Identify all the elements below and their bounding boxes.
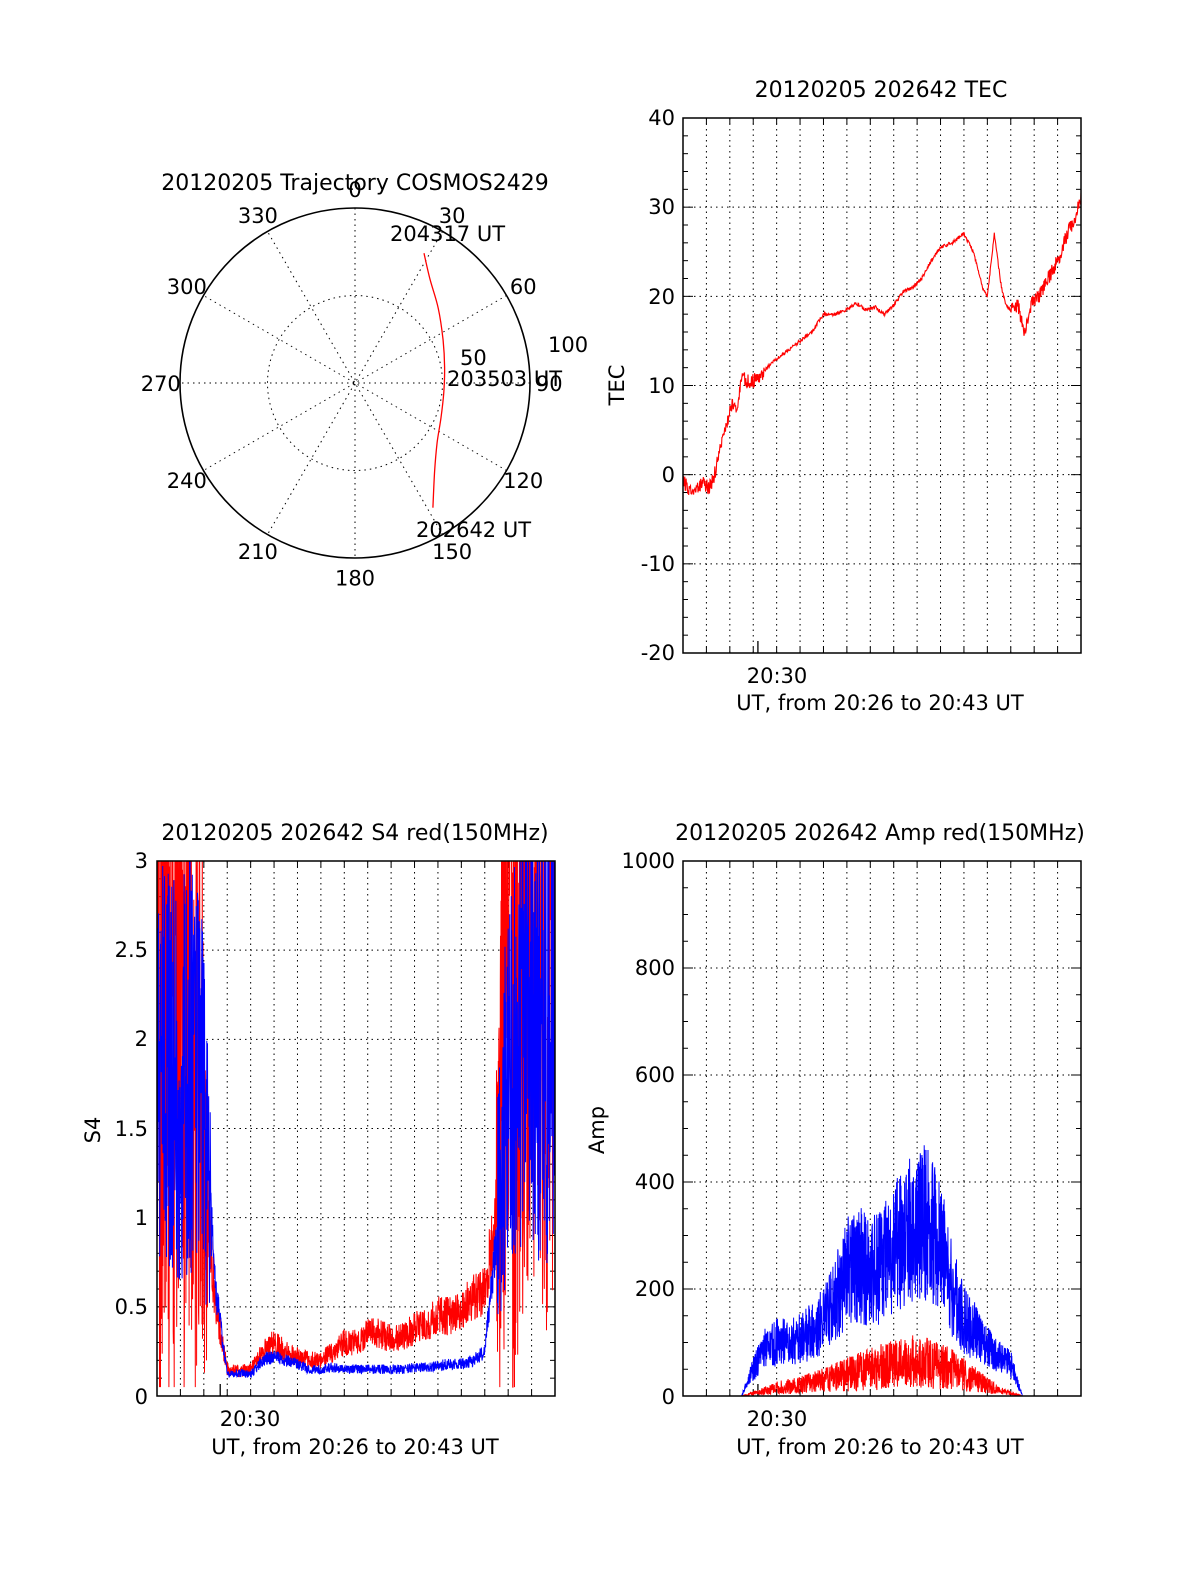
amp-series: [683, 1145, 1081, 1396]
series-line-red: [683, 1335, 1081, 1396]
tec-xlabel: UT, from 20:26 to 20:43 UT: [736, 691, 1024, 715]
polar-angle-label: 240: [167, 469, 207, 493]
trajectory-line: [423, 253, 446, 508]
polar-angle-label: 150: [432, 540, 472, 564]
s4-xtick-label: 20:30: [220, 1407, 281, 1431]
amp-plot-frame: [682, 860, 1082, 1397]
tec-panel: 20120205 202642 TEC 40 30 20 10 0 -10 -2…: [605, 78, 1082, 715]
tec-title: 20120205 202642 TEC: [755, 78, 1008, 103]
polar-angle-label: 180: [335, 566, 375, 590]
tec-plot-frame: [682, 117, 1082, 654]
amp-xtick-label: 20:30: [747, 1407, 808, 1431]
polar-angle-label: 210: [238, 540, 278, 564]
tec-ytick-label: -20: [641, 641, 675, 665]
polar-angle-labels: 0 30 60 90 120 150 180 210 240 270 300 330: [141, 178, 563, 591]
trajectory-polar-plot: 20120205 Trajectory COSMOS2429 0 30 60 90 12…: [141, 171, 588, 590]
panel-tec-clip-group: [683, 192, 1081, 496]
tec-ytick-label: 30: [648, 195, 675, 219]
s4-title: 20120205 202642 S4 red(150MHz): [161, 821, 548, 846]
s4-ytick-label: 3: [135, 849, 148, 873]
polar-angle-label: 30: [439, 204, 466, 228]
s4-ytick-label: 1.5: [115, 1117, 148, 1141]
s4-ytick-label: 2.5: [115, 938, 148, 962]
amp-ytick-label: 200: [635, 1277, 675, 1301]
tec-ytick-label: 10: [648, 374, 675, 398]
tec-ytick-label: 40: [648, 106, 675, 130]
amp-xlabel: UT, from 20:26 to 20:43 UT: [736, 1435, 1024, 1459]
polar-angle-label: 0: [348, 178, 361, 202]
tec-xtick-label: 20:30: [747, 664, 808, 688]
annotation-mid-time: 203503 UT: [447, 367, 562, 391]
polar-spoke: [267, 231, 443, 535]
amp-ytick-label: 600: [635, 1063, 675, 1087]
amp-ytick-label: 0: [662, 1385, 675, 1409]
amp-ylabel: Amp: [585, 1106, 609, 1154]
s4-ytick-label: 1: [135, 1206, 148, 1230]
polar-angle-label: 330: [238, 204, 278, 228]
polar-spoke: [267, 231, 443, 535]
annotation-end-time: 204317 UT: [390, 222, 505, 246]
polar-title: 20120205 Trajectory COSMOS2429: [161, 171, 548, 196]
tec-ytick-label: 20: [648, 285, 675, 309]
amp-ytick-label: 1000: [622, 849, 675, 873]
amp-ytick-label: 800: [635, 956, 675, 980]
tec-ylabel: TEC: [605, 365, 629, 407]
s4-ylabel: S4: [81, 1117, 105, 1144]
annotation-start-time: 202642 UT: [416, 518, 531, 542]
s4-ytick-label: 0: [135, 1385, 148, 1409]
s4-series: [157, 861, 555, 1388]
polar-spoke: [203, 295, 507, 471]
polar-spoke: [203, 295, 507, 471]
polar-angle-label: 90: [536, 372, 563, 396]
series-line-blue: [157, 861, 555, 1379]
s4-plot-frame: [156, 860, 556, 1397]
polar-radial-label-100: 100: [548, 333, 588, 357]
tec-series: [683, 192, 1081, 496]
panel-s4-clip-group: [157, 861, 555, 1388]
amp-panel: 20120205 202642 Amp red(150MHz) 1000 800…: [585, 821, 1085, 1459]
amp-title: 20120205 202642 Amp red(150MHz): [675, 821, 1085, 846]
tec-ytick-label: -10: [641, 552, 675, 576]
tec-ytick-label: 0: [662, 463, 675, 487]
polar-angle-label: 60: [510, 275, 537, 299]
series-line-blue: [683, 1145, 1081, 1396]
polar-spokes: [180, 208, 530, 558]
polar-inner-circle: [267, 295, 443, 471]
s4-xlabel: UT, from 20:26 to 20:43 UT: [211, 1435, 499, 1459]
polar-radial-label-50: 50: [460, 346, 487, 370]
polar-angle-label: 120: [503, 469, 543, 493]
series-line-red: [683, 192, 1081, 496]
s4-ytick-label: 2: [135, 1027, 148, 1051]
amp-ytick-label: 400: [635, 1170, 675, 1194]
s4-ytick-label: 0.5: [115, 1295, 148, 1319]
panel-amp-clip-group: [683, 1145, 1081, 1396]
polar-angle-label: 300: [167, 275, 207, 299]
polar-angle-label: 270: [141, 372, 181, 396]
s4-panel: 20120205 202642 S4 red(150MHz) 3 2.5 2 1…: [81, 821, 556, 1459]
